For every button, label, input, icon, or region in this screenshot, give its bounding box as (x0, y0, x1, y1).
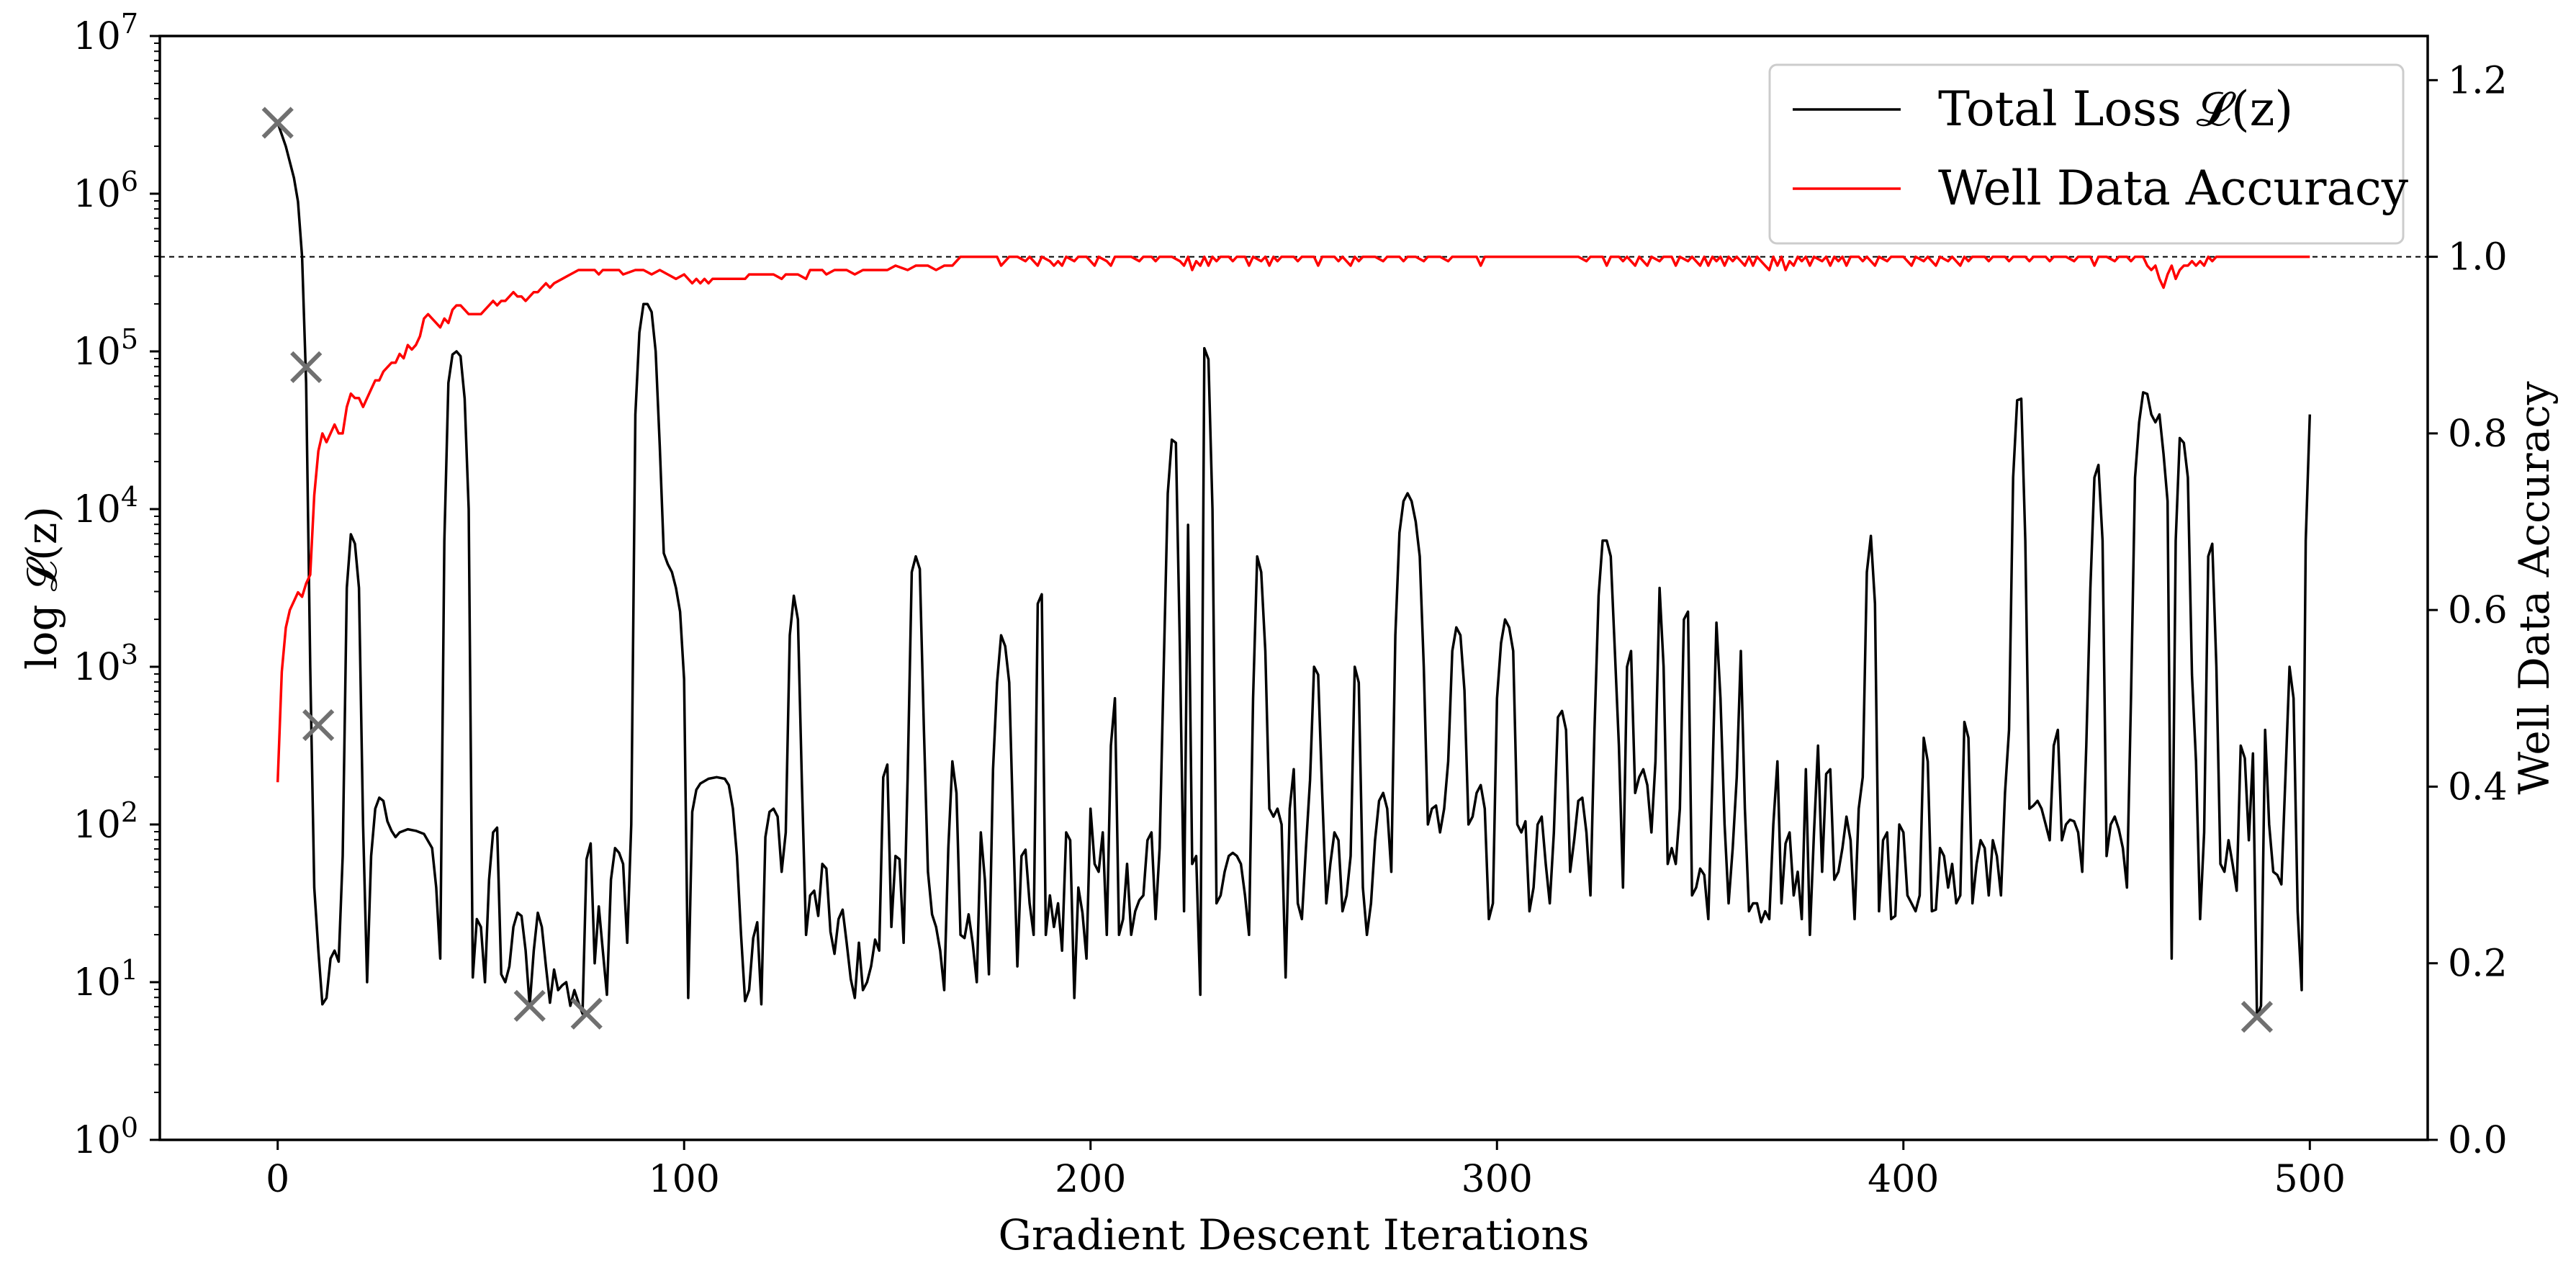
legend-box (1768, 63, 2405, 245)
y-right-axis-title: Well Data Accuracy (2510, 381, 2559, 794)
x-tick-label: 0 (266, 1158, 289, 1201)
y-right-tick-label: 0.8 (2448, 413, 2508, 456)
y-left-tick-label: 106 (73, 166, 138, 216)
y-left-axis-ticks: 100 101 102 103 104 105 106 107 (73, 8, 160, 1162)
y-right-tick-label: 0.0 (2448, 1119, 2508, 1162)
x-tick-label: 300 (1462, 1158, 1533, 1201)
x-tick-label: 100 (649, 1158, 720, 1201)
y-left-tick-label: 103 (73, 639, 138, 689)
y-right-tick-label: 0.6 (2448, 589, 2508, 632)
marker-x-2 (302, 709, 335, 742)
legend: Total Loss 𝓛(z) Well Data Accuracy (1768, 63, 2409, 245)
legend-label-well-accuracy: Well Data Accuracy (1938, 161, 2409, 216)
x-tick-label: 400 (1868, 1158, 1939, 1201)
y-left-tick-label: 101 (73, 954, 138, 1004)
y-right-tick-label: 1.2 (2448, 59, 2508, 102)
series-line-well-accuracy (276, 255, 2310, 783)
marker-x-0 (261, 107, 294, 139)
series-line-total-loss (276, 122, 2312, 1018)
x-axis-ticks: 0 100 200 300 400 500 (266, 1140, 2346, 1201)
y-left-axis-title: log 𝓛(z) (17, 506, 66, 670)
marker-x-5 (2241, 1001, 2274, 1033)
y-left-tick-label: 104 (73, 481, 138, 531)
y-right-tick-label: 1.0 (2448, 236, 2508, 279)
y-left-tick-label: 107 (73, 8, 138, 58)
series-layer (276, 122, 2312, 1018)
y-right-tick-label: 0.4 (2448, 765, 2508, 809)
x-tick-label: 500 (2274, 1158, 2346, 1201)
y-right-axis-ticks: 0.0 0.2 0.4 0.6 0.8 1.0 1.2 (2428, 59, 2508, 1162)
y-left-tick-label: 100 (73, 1112, 138, 1162)
marker-x-3 (513, 989, 546, 1022)
legend-label-total-loss: Total Loss 𝓛(z) (1938, 81, 2293, 137)
marker-layer (261, 107, 2274, 1033)
x-tick-label: 200 (1055, 1158, 1126, 1201)
x-axis-title: Gradient Descent Iterations (999, 1210, 1590, 1259)
marker-x-4 (570, 997, 603, 1030)
plot-frame (158, 35, 2429, 1141)
y-left-tick-label: 105 (73, 323, 138, 374)
y-right-tick-label: 0.2 (2448, 943, 2508, 986)
y-left-tick-label: 102 (73, 796, 138, 847)
marker-x-1 (290, 351, 323, 384)
